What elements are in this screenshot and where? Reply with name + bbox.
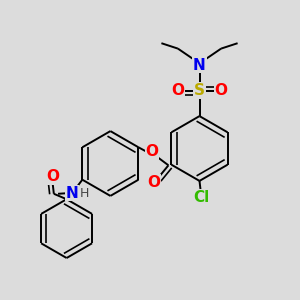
- Text: N: N: [65, 186, 78, 201]
- Text: S: S: [194, 83, 205, 98]
- Text: N: N: [193, 58, 206, 73]
- Text: O: O: [171, 83, 184, 98]
- Text: O: O: [46, 169, 59, 184]
- Text: H: H: [80, 187, 90, 200]
- Text: O: O: [146, 144, 158, 159]
- Text: O: O: [148, 175, 160, 190]
- Text: Cl: Cl: [193, 190, 209, 205]
- Text: O: O: [214, 83, 228, 98]
